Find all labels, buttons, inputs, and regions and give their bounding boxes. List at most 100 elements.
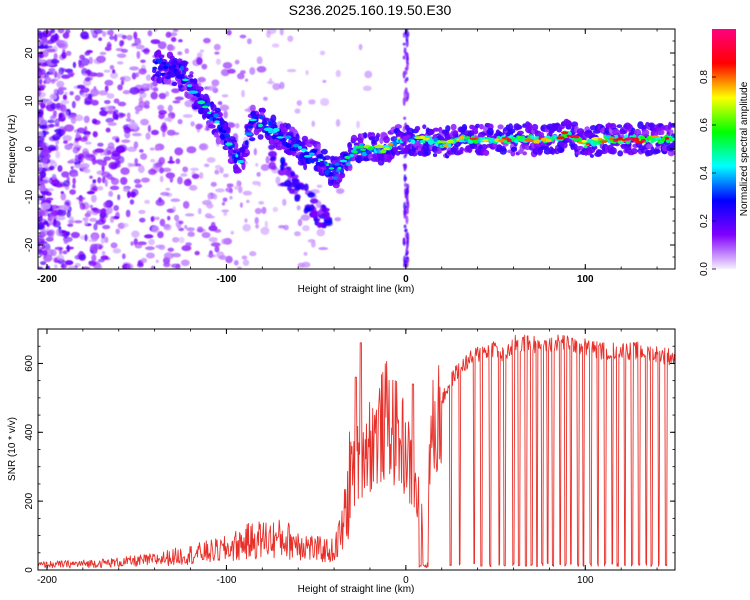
spectrogram-noise-blob — [159, 175, 164, 183]
colorbar-label: Normalized spectral amplitude — [739, 81, 750, 216]
x-tick-label: 100 — [577, 274, 594, 285]
spectrogram-noise-blob — [127, 146, 137, 152]
spectrogram-noise-blob — [80, 58, 90, 66]
spectrogram-noise-blob — [335, 188, 345, 194]
spectrogram-noise-blob — [64, 260, 74, 266]
spectrogram-noise-blob — [50, 79, 56, 84]
spectrogram-noise-blob — [58, 113, 63, 119]
spectrogram-ridge-halo — [257, 134, 264, 140]
spectrogram-noise-blob — [223, 110, 228, 119]
spectrogram-ridge-halo — [630, 147, 638, 155]
spectrogram-ridge-peak — [651, 135, 659, 139]
spectrogram-ridge-halo — [363, 132, 368, 139]
spectrogram-noise-blob — [141, 83, 150, 90]
spectrogram-noise-blob — [120, 80, 125, 86]
spectrogram-ridge-core — [307, 158, 312, 163]
spectrogram-noise-blob — [96, 55, 106, 63]
spectrogram-ridge-halo — [254, 128, 261, 134]
spectrogram-noise-blob — [235, 122, 240, 129]
y-tick-label: 0 — [24, 146, 35, 152]
spectrogram-noise-blob — [117, 61, 124, 65]
spectrogram-noise-blob — [305, 69, 309, 76]
spectrogram-noise-blob — [177, 51, 183, 56]
spectrogram-noise-blob — [91, 157, 97, 165]
spectrogram-noise-blob — [143, 47, 150, 55]
spectrogram-noise-blob — [163, 252, 174, 260]
spectrogram-ridge-core — [171, 64, 177, 68]
spectrogram-noise-blob — [174, 96, 184, 101]
spectrogram-noise-blob — [49, 93, 57, 100]
spectrogram-noise-blob — [69, 189, 76, 195]
spectrogram-noise-blob — [140, 118, 149, 126]
spectrogram-noise-blob — [131, 42, 138, 47]
spectrogram-noise-blob — [268, 77, 273, 85]
spectrogram-noise-blob — [50, 29, 56, 34]
spectrogram-noise-blob — [249, 251, 257, 257]
spectrogram-noise-blob — [134, 244, 143, 249]
spectrogram-noise-blob — [103, 69, 111, 73]
spectrogram-noise-blob — [322, 79, 327, 83]
spectrogram-noise-blob — [171, 132, 180, 136]
spectrogram-ridge-halo — [507, 128, 516, 134]
spectrogram-noise-blob — [63, 180, 71, 187]
snr-y-label: SNR (10 * v/v) — [7, 417, 18, 481]
spectrogram-ridge-halo — [270, 114, 277, 123]
spectrogram-noise-blob — [121, 253, 126, 260]
x-tick-label: 100 — [577, 575, 594, 586]
spectrogram-noise-blob — [155, 216, 160, 221]
spectrogram-ridge-peak — [197, 100, 206, 105]
spectrogram-noise-blob — [53, 218, 57, 226]
spectrogram-noise-blob — [210, 221, 216, 229]
y-tick-label: 600 — [24, 355, 35, 372]
spectrogram-noise-blob — [102, 224, 111, 230]
spectrogram-ridge-peak — [456, 138, 460, 142]
spectrogram-ridge-halo — [187, 74, 194, 78]
spectrogram-ridge-core — [349, 153, 354, 158]
spectrogram-noise-blob — [73, 220, 83, 224]
snr-series-layer — [38, 334, 675, 569]
spectrogram-noise-blob — [38, 182, 45, 186]
spectrogram-ridge-halo — [394, 124, 402, 129]
spectrogram-noise-blob — [126, 263, 134, 269]
spectrogram-noise-blob — [271, 43, 280, 48]
spectrogram-noise-blob — [172, 206, 177, 212]
spectrogram-branch-blob — [316, 221, 322, 229]
spectrogram-noise-blob — [97, 176, 102, 184]
spectrogram-noise-blob — [242, 223, 251, 232]
spectrogram-noise-blob — [260, 163, 270, 171]
spectrogram-ridge-halo — [244, 148, 250, 154]
spectrogram-noise-blob — [140, 257, 148, 264]
spectrogram-noise-blob — [48, 67, 56, 73]
spectrogram-noise-blob — [38, 85, 45, 92]
colorbar-tick-label: 0.6 — [699, 118, 710, 132]
spectrogram-noise-blob — [249, 67, 256, 75]
spectrogram-branch-blob — [292, 178, 300, 184]
spectrogram-branch-blob — [288, 188, 296, 194]
spectrogram-noise-blob — [226, 183, 234, 188]
spectrogram-noise-blob — [147, 30, 153, 37]
spectrogram-noise-blob — [239, 34, 247, 39]
spectrogram-noise-blob — [294, 108, 301, 114]
spectrogram-ridge-halo — [249, 104, 256, 112]
spectrogram-noise-blob — [38, 135, 45, 143]
spectrogram-ridge-peak — [337, 166, 342, 170]
spectrogram-ridge-peak — [235, 154, 239, 158]
spectrogram-noise-blob — [89, 217, 97, 222]
spectrogram-noise-blob — [255, 163, 259, 167]
spectrogram-ridge-peak — [566, 134, 571, 138]
spectrogram-noise-blob — [56, 80, 65, 88]
spectrogram-noise-blob — [334, 217, 342, 222]
spectrogram-ridge-halo — [350, 134, 358, 143]
spectrogram-noise-blob — [150, 91, 158, 100]
spectrogram-noise-blob — [278, 225, 286, 229]
spectrogram-noise-blob — [138, 165, 145, 174]
spectrogram-noise-blob — [53, 135, 61, 140]
spectrogram-noise-blob — [110, 242, 118, 249]
spectrogram-ridge-halo — [459, 147, 465, 152]
spectrogram-noise-blob — [73, 114, 84, 122]
spectrogram-noise-blob — [194, 250, 200, 256]
spectrogram-ridge-peak — [248, 118, 258, 122]
spectrogram-streak-blob — [405, 52, 409, 58]
